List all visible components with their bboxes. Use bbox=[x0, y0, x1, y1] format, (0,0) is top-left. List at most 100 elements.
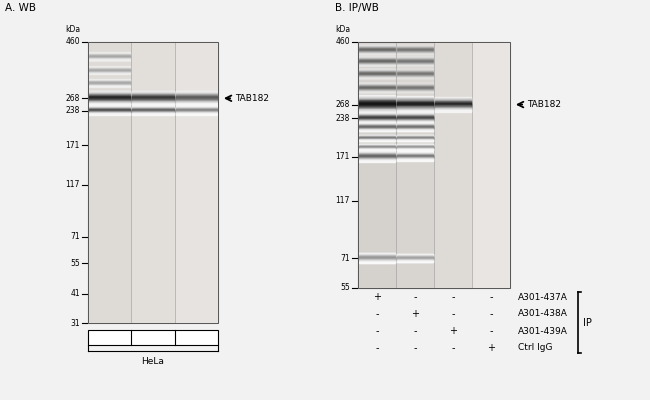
Bar bbox=[359, 71, 395, 72]
Bar bbox=[176, 92, 217, 93]
Bar bbox=[397, 135, 433, 136]
Bar bbox=[176, 111, 217, 112]
Bar bbox=[397, 119, 433, 120]
Bar bbox=[397, 47, 433, 48]
Bar bbox=[359, 64, 395, 65]
Bar bbox=[359, 60, 395, 61]
Bar bbox=[397, 84, 433, 85]
Bar bbox=[89, 68, 131, 69]
Text: +: + bbox=[373, 292, 381, 302]
Bar bbox=[359, 108, 395, 109]
Bar bbox=[89, 57, 131, 58]
Bar bbox=[359, 120, 395, 121]
Bar bbox=[397, 115, 433, 116]
Bar bbox=[397, 104, 433, 105]
Bar bbox=[359, 138, 395, 139]
Bar bbox=[176, 97, 217, 98]
Text: 55: 55 bbox=[70, 259, 80, 268]
Text: A. WB: A. WB bbox=[5, 3, 36, 13]
Bar bbox=[359, 70, 395, 71]
Bar bbox=[359, 102, 395, 104]
Bar bbox=[359, 122, 395, 123]
Bar bbox=[359, 124, 395, 125]
Bar bbox=[397, 87, 433, 88]
Bar bbox=[397, 63, 433, 64]
Bar bbox=[397, 61, 433, 62]
Bar bbox=[397, 127, 433, 128]
Bar bbox=[359, 256, 395, 257]
Bar bbox=[89, 84, 131, 85]
Bar bbox=[397, 156, 433, 157]
Bar bbox=[359, 89, 395, 90]
Bar bbox=[397, 138, 433, 139]
Bar bbox=[435, 108, 471, 109]
Bar bbox=[359, 113, 395, 114]
Bar bbox=[359, 48, 395, 49]
Bar bbox=[359, 50, 395, 51]
Bar bbox=[359, 262, 395, 264]
Bar bbox=[397, 91, 433, 92]
Bar bbox=[89, 107, 131, 108]
Bar bbox=[397, 62, 433, 63]
Bar bbox=[359, 148, 395, 149]
Bar bbox=[397, 261, 433, 262]
Bar bbox=[89, 98, 131, 99]
Bar bbox=[359, 113, 395, 114]
Bar bbox=[435, 108, 471, 110]
Bar bbox=[89, 53, 131, 54]
Bar bbox=[176, 109, 217, 110]
Bar bbox=[89, 57, 131, 58]
Bar bbox=[176, 106, 217, 108]
Bar bbox=[89, 94, 131, 95]
Bar bbox=[89, 73, 131, 74]
Bar bbox=[89, 72, 131, 73]
Bar bbox=[359, 99, 395, 100]
Bar bbox=[397, 98, 433, 99]
Bar bbox=[359, 156, 395, 157]
Bar bbox=[397, 144, 433, 145]
Bar bbox=[359, 257, 395, 258]
Bar bbox=[397, 128, 433, 129]
Bar bbox=[89, 96, 131, 97]
Bar bbox=[359, 88, 395, 89]
Bar bbox=[397, 157, 433, 158]
Bar bbox=[359, 146, 395, 147]
Bar bbox=[359, 136, 395, 137]
Bar bbox=[397, 114, 433, 115]
Bar bbox=[359, 84, 395, 85]
Bar bbox=[397, 260, 433, 261]
Bar bbox=[359, 56, 395, 57]
Bar bbox=[359, 111, 395, 113]
Bar bbox=[359, 140, 395, 141]
Bar bbox=[359, 125, 395, 126]
Bar bbox=[397, 100, 433, 101]
Bar bbox=[359, 128, 395, 130]
Bar bbox=[89, 72, 131, 73]
Bar bbox=[359, 90, 395, 91]
Bar bbox=[397, 52, 433, 53]
Bar bbox=[359, 72, 395, 73]
Bar bbox=[176, 98, 217, 99]
Bar bbox=[359, 140, 395, 141]
Bar bbox=[397, 56, 433, 57]
Bar bbox=[435, 100, 471, 101]
Text: kDa: kDa bbox=[335, 26, 350, 34]
Text: -: - bbox=[451, 309, 455, 319]
Bar bbox=[397, 124, 433, 125]
Bar bbox=[89, 80, 131, 81]
Bar bbox=[359, 151, 395, 152]
Bar bbox=[359, 115, 395, 116]
Bar bbox=[435, 105, 471, 106]
Bar bbox=[359, 86, 395, 87]
Bar bbox=[359, 136, 395, 137]
Bar bbox=[359, 53, 395, 54]
Bar bbox=[397, 140, 433, 141]
Bar bbox=[397, 74, 433, 75]
Bar bbox=[397, 147, 433, 148]
Bar bbox=[359, 138, 395, 139]
Bar bbox=[359, 89, 395, 90]
Text: A301-438A: A301-438A bbox=[518, 310, 568, 318]
Bar bbox=[176, 103, 217, 104]
Bar bbox=[397, 106, 433, 108]
Text: +: + bbox=[449, 326, 457, 336]
